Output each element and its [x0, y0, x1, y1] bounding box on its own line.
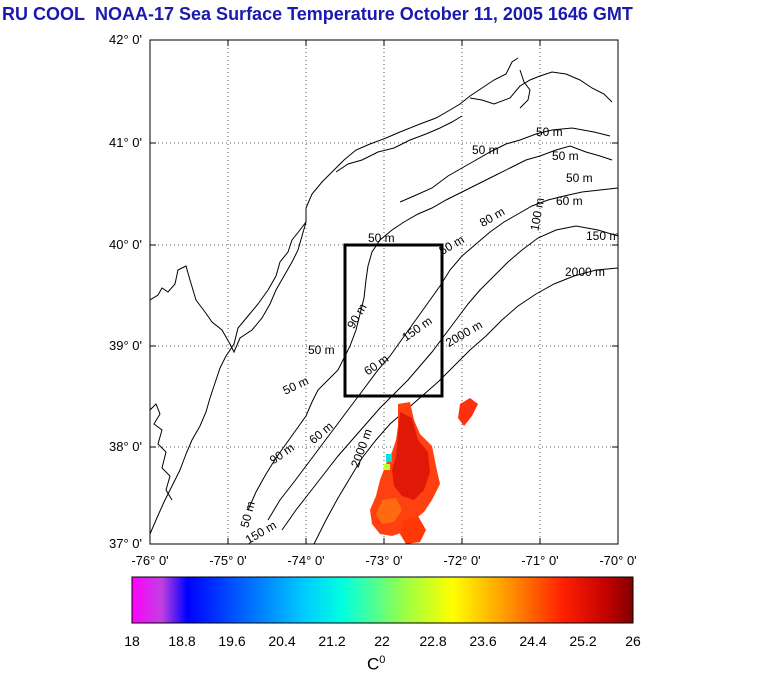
contour-label: 60 m	[306, 419, 335, 447]
contour-label: 90 m	[344, 301, 369, 331]
contour-label: 80 m	[477, 204, 507, 229]
contour-label: 150 m	[586, 229, 619, 243]
lat-label: 39° 0'	[109, 338, 142, 353]
colorbar-tick: 26	[625, 633, 641, 649]
lon-label: -76° 0'	[131, 553, 169, 568]
colorbar-tick: 25.2	[569, 633, 597, 649]
contour-label: 60 m	[361, 351, 391, 378]
contour-label: 50 m	[368, 231, 395, 245]
contour-label: 50 m	[566, 171, 593, 185]
lat-label: 37° 0'	[109, 536, 142, 551]
lon-label: -75° 0'	[209, 553, 247, 568]
lon-label: -70° 0'	[599, 553, 637, 568]
colorbar-tick: 20.4	[268, 633, 296, 649]
contour-label: 50 m	[472, 143, 499, 157]
title-program: RU COOL	[2, 4, 85, 24]
sst-patches	[370, 398, 478, 544]
lon-label: -74° 0'	[287, 553, 325, 568]
lon-label: -71° 0'	[521, 553, 559, 568]
colorbar-tick: 18	[124, 633, 140, 649]
title-text: NOAA-17 Sea Surface Temperature October …	[95, 4, 633, 24]
colorbar-tick: 22.8	[419, 633, 447, 649]
contour-label: 90 m	[267, 440, 297, 467]
lat-label: 38° 0'	[109, 439, 142, 454]
colorbar-tick: 19.6	[218, 633, 246, 649]
unit-superscript: 0	[379, 654, 386, 666]
colorbar-unit: C0	[367, 654, 385, 675]
contour-label: 50 m	[536, 125, 563, 139]
lat-label: 42° 0'	[109, 32, 142, 47]
contour-label: 2000 m	[348, 427, 375, 469]
colorbar-tick: 23.6	[469, 633, 497, 649]
colorbar-tick: 24.4	[519, 633, 547, 649]
colorbar	[131, 576, 634, 624]
contour-label: 100 m	[527, 197, 547, 232]
isobath-2000m	[313, 267, 618, 544]
unit-symbol: C	[367, 654, 380, 674]
colorbar-tick: 18.8	[168, 633, 196, 649]
isobath-50m	[247, 145, 613, 511]
lat-label: 41° 0'	[109, 135, 142, 150]
contour-label: 2000 m	[565, 265, 605, 279]
contour-label: 60 m	[556, 194, 583, 208]
map-ticks	[150, 40, 618, 544]
colorbar-tick: 22	[374, 633, 390, 649]
colorbar-tick: 21.2	[318, 633, 346, 649]
lat-label: 40° 0'	[109, 237, 142, 252]
isobath-150m	[281, 225, 618, 531]
contour-label: 50 m	[237, 500, 257, 529]
contour-label: 50 m	[552, 149, 579, 163]
contour-label: 2000 m	[443, 318, 485, 350]
lon-label: -72° 0'	[443, 553, 481, 568]
coastline	[150, 57, 519, 535]
contour-label: 50 m	[308, 343, 335, 357]
map-title: RU COOL NOAA-17 Sea Surface Temperature …	[2, 4, 769, 25]
contour-label: 50 m	[281, 374, 311, 398]
isobath-100m	[267, 187, 618, 521]
lon-label: -73° 0'	[365, 553, 403, 568]
study-box	[343, 243, 444, 398]
